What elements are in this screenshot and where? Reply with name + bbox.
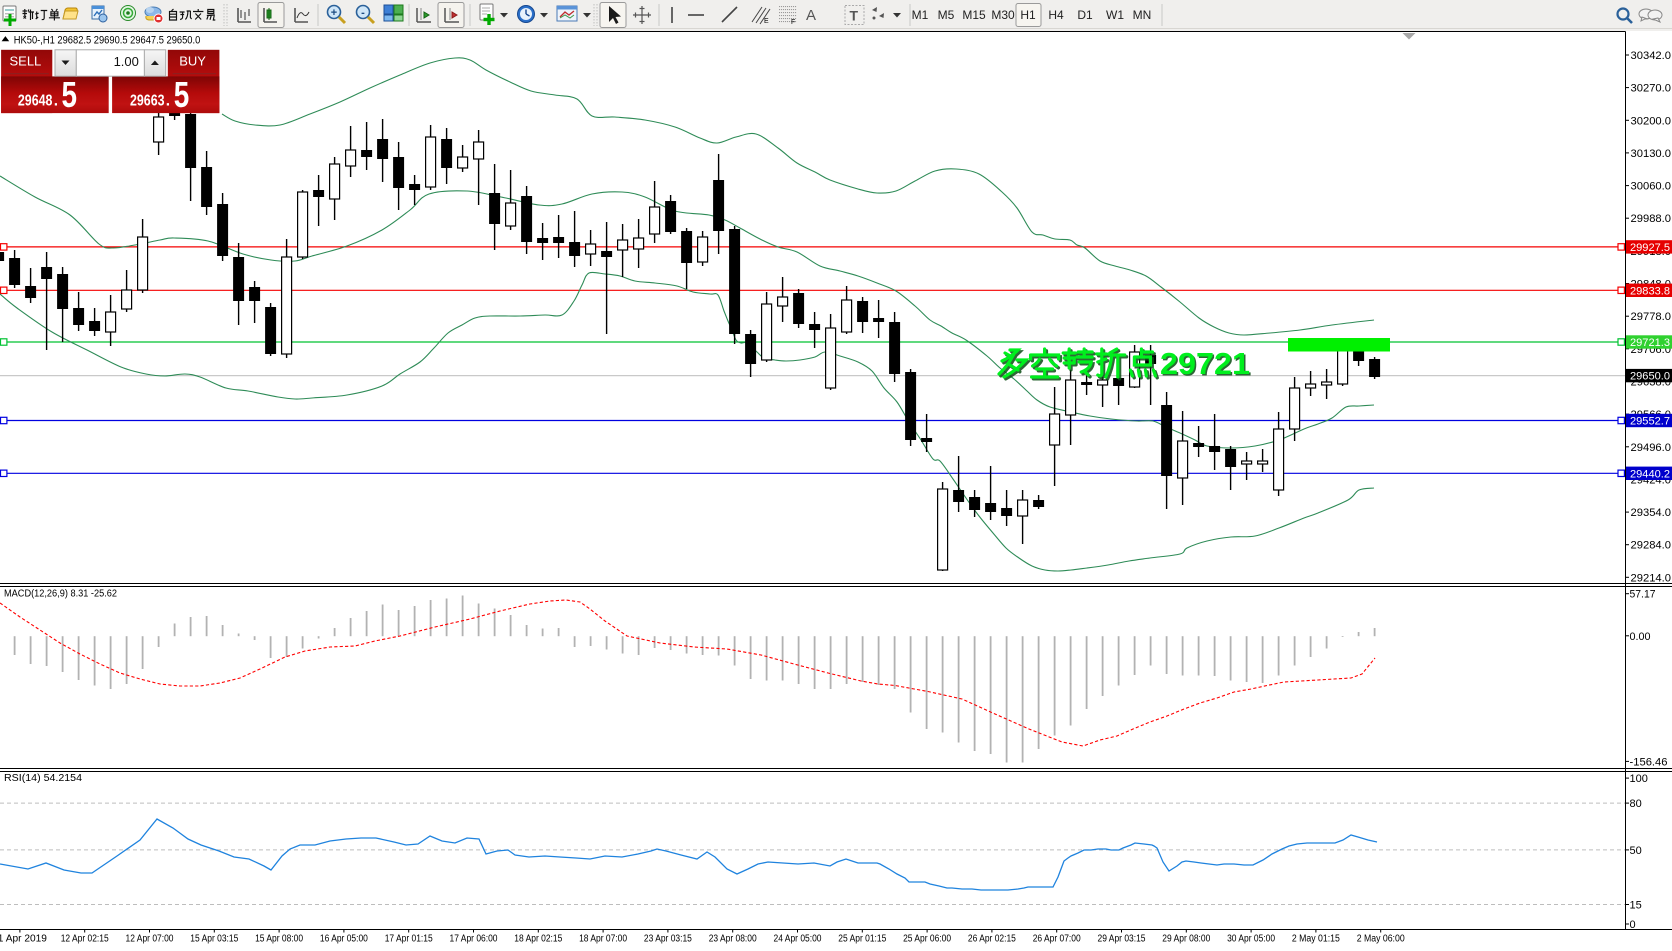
svg-text:0: 0: [1630, 919, 1636, 931]
svg-text:29663: 29663: [130, 93, 165, 110]
svg-text:23 Apr 08:00: 23 Apr 08:00: [709, 934, 757, 945]
svg-text:29 Apr 03:15: 29 Apr 03:15: [1098, 934, 1146, 945]
svg-text:5: 5: [62, 74, 78, 115]
svg-text:+: +: [331, 7, 337, 19]
svg-text:100: 100: [1630, 773, 1648, 785]
svg-text:0.00: 0.00: [1630, 631, 1651, 643]
svg-text:F: F: [791, 19, 795, 26]
svg-text:29721: 29721: [1160, 347, 1250, 381]
svg-text:30342.0: 30342.0: [1631, 50, 1672, 62]
svg-text:T: T: [850, 8, 859, 24]
svg-text:5: 5: [174, 74, 190, 115]
svg-text:29284.0: 29284.0: [1631, 540, 1672, 552]
svg-text:MN: MN: [1133, 8, 1152, 22]
svg-text:H1: H1: [1020, 8, 1036, 22]
svg-text:16 Apr 05:00: 16 Apr 05:00: [320, 934, 368, 945]
svg-text:M15: M15: [962, 8, 986, 22]
svg-text:29354.0: 29354.0: [1631, 507, 1672, 519]
svg-text:29721.3: 29721.3: [1630, 337, 1670, 349]
svg-text:A: A: [806, 7, 816, 24]
svg-text:12 Apr 07:00: 12 Apr 07:00: [126, 934, 174, 945]
svg-text:15: 15: [1630, 900, 1642, 912]
svg-text:2 May 01:15: 2 May 01:15: [1292, 934, 1340, 945]
svg-text:29552.7: 29552.7: [1630, 416, 1670, 428]
svg-text:-: -: [361, 7, 365, 19]
svg-text:29214.0: 29214.0: [1631, 572, 1672, 584]
svg-text:50: 50: [1630, 845, 1642, 857]
svg-text:MACD(12,26,9) 8.31 -25.62: MACD(12,26,9) 8.31 -25.62: [4, 589, 117, 600]
svg-text:1.00: 1.00: [114, 54, 139, 69]
svg-text:HK50-,H1 29682.5 29690.5 2964: HK50-,H1 29682.5 29690.5 29647.5 29650.0: [14, 35, 201, 47]
svg-text:W1: W1: [1106, 8, 1124, 22]
svg-text:M1: M1: [912, 8, 929, 22]
svg-text:26 Apr 07:00: 26 Apr 07:00: [1033, 934, 1081, 945]
svg-text:29650.0: 29650.0: [1630, 371, 1670, 383]
svg-text:29927.5: 29927.5: [1630, 242, 1670, 254]
svg-text:29648: 29648: [18, 93, 53, 110]
svg-text:M30: M30: [991, 8, 1015, 22]
svg-text:23 Apr 03:15: 23 Apr 03:15: [644, 934, 692, 945]
svg-text:80: 80: [1630, 798, 1642, 810]
svg-text:E: E: [764, 18, 769, 25]
svg-text:29440.2: 29440.2: [1630, 468, 1670, 480]
svg-text:RSI(14) 54.2154: RSI(14) 54.2154: [4, 773, 82, 784]
svg-text:57.17: 57.17: [1630, 589, 1656, 601]
svg-text:-156.46: -156.46: [1630, 756, 1668, 768]
svg-text:29778.0: 29778.0: [1631, 311, 1672, 323]
svg-text:BUY: BUY: [179, 53, 206, 68]
svg-text:29496.0: 29496.0: [1631, 442, 1672, 454]
svg-text:.: .: [54, 93, 58, 110]
svg-text:.: .: [166, 93, 170, 110]
svg-text:24 Apr 05:00: 24 Apr 05:00: [774, 934, 822, 945]
svg-text:30060.0: 30060.0: [1631, 181, 1672, 193]
svg-text:25 Apr 01:15: 25 Apr 01:15: [838, 934, 886, 945]
svg-text:15 Apr 08:00: 15 Apr 08:00: [255, 934, 303, 945]
svg-text:29833.8: 29833.8: [1630, 285, 1670, 297]
svg-text:25 Apr 06:00: 25 Apr 06:00: [903, 934, 951, 945]
svg-text:18 Apr 07:00: 18 Apr 07:00: [579, 934, 627, 945]
svg-text:H4: H4: [1048, 8, 1064, 22]
svg-text:18 Apr 02:15: 18 Apr 02:15: [514, 934, 562, 945]
svg-text:30200.0: 30200.0: [1631, 115, 1672, 127]
svg-text:30270.0: 30270.0: [1631, 83, 1672, 95]
svg-text:D1: D1: [1077, 8, 1093, 22]
svg-text:29988.0: 29988.0: [1631, 213, 1672, 225]
svg-text:26 Apr 02:15: 26 Apr 02:15: [968, 934, 1016, 945]
svg-text:17 Apr 01:15: 17 Apr 01:15: [385, 934, 433, 945]
svg-text:17 Apr 06:00: 17 Apr 06:00: [450, 934, 498, 945]
svg-text:11 Apr 2019: 11 Apr 2019: [0, 934, 47, 945]
svg-text:15 Apr 03:15: 15 Apr 03:15: [190, 934, 238, 945]
svg-text:30130.0: 30130.0: [1631, 148, 1672, 160]
svg-text:M5: M5: [938, 8, 955, 22]
svg-text:30 Apr 05:00: 30 Apr 05:00: [1227, 934, 1275, 945]
svg-text:29 Apr 08:00: 29 Apr 08:00: [1162, 934, 1210, 945]
svg-text:2 May 06:00: 2 May 06:00: [1357, 934, 1405, 945]
svg-text:SELL: SELL: [9, 53, 41, 68]
svg-text:29721: 29721: [1162, 349, 1252, 383]
svg-text:12 Apr 02:15: 12 Apr 02:15: [61, 934, 109, 945]
